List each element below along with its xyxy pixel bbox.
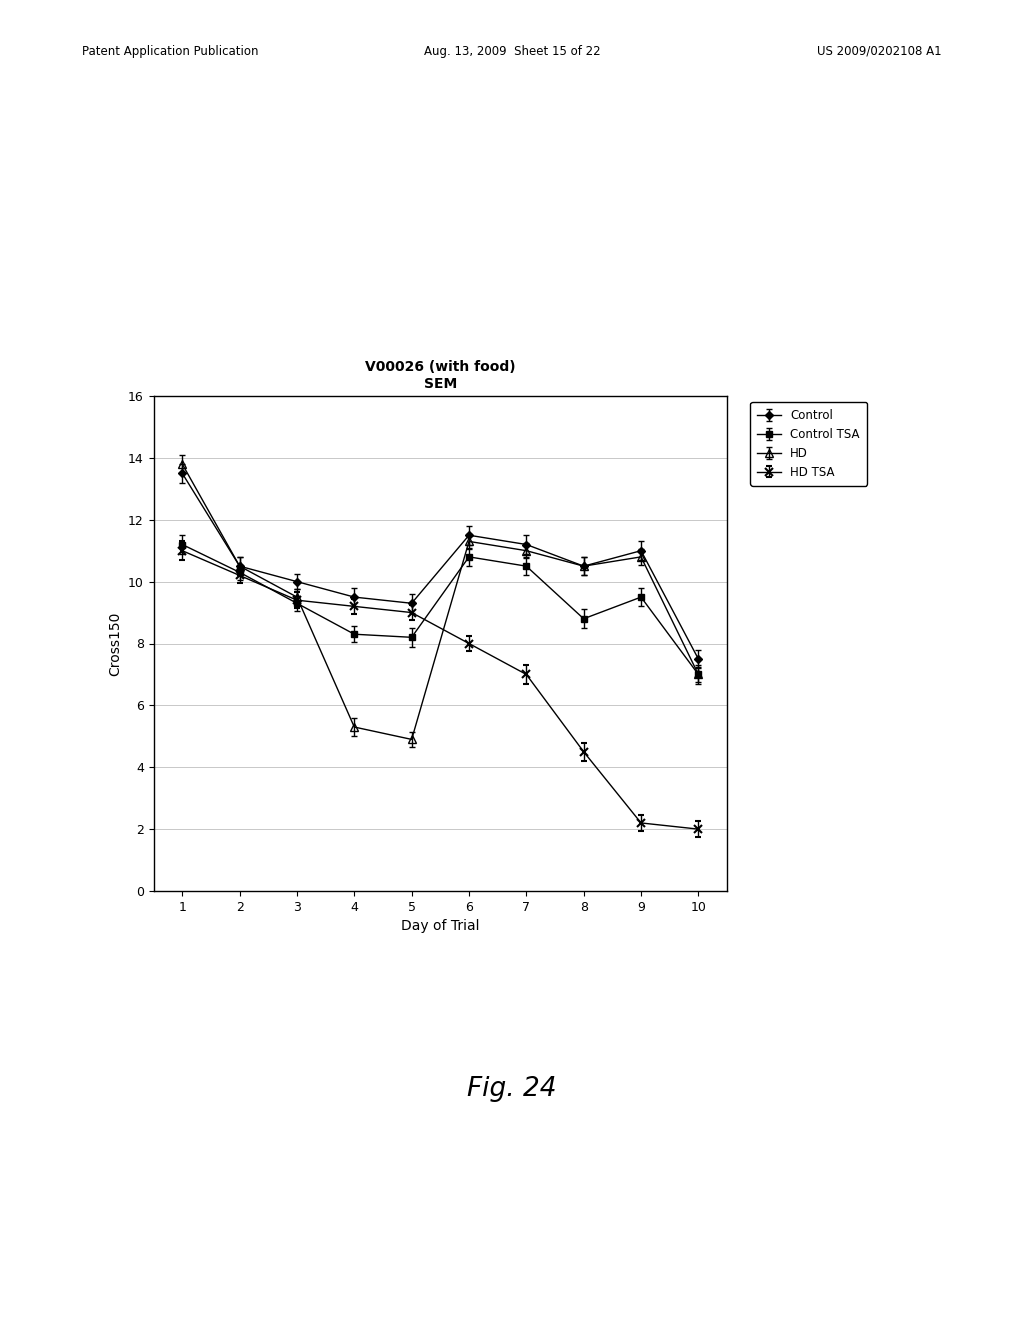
Text: Aug. 13, 2009  Sheet 15 of 22: Aug. 13, 2009 Sheet 15 of 22 xyxy=(424,45,600,58)
Text: US 2009/0202108 A1: US 2009/0202108 A1 xyxy=(817,45,942,58)
Title: V00026 (with food)
SEM: V00026 (with food) SEM xyxy=(365,360,516,391)
Text: Patent Application Publication: Patent Application Publication xyxy=(82,45,258,58)
Legend: Control, Control TSA, HD, HD TSA: Control, Control TSA, HD, HD TSA xyxy=(751,401,867,486)
Y-axis label: Cross150: Cross150 xyxy=(109,611,123,676)
Text: Fig. 24: Fig. 24 xyxy=(467,1076,557,1102)
X-axis label: Day of Trial: Day of Trial xyxy=(401,919,479,933)
